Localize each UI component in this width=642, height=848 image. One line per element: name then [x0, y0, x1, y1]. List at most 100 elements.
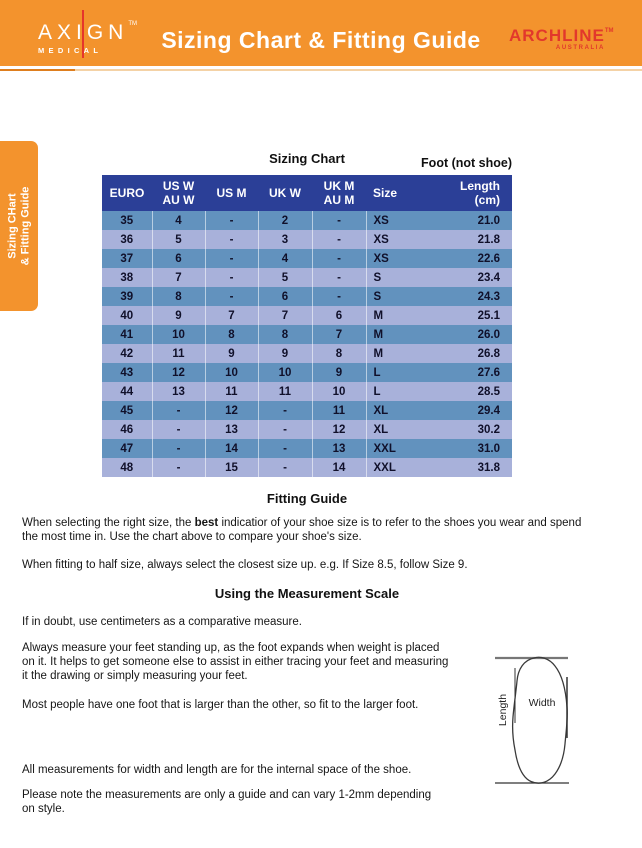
table-cell: - [152, 439, 206, 458]
table-cell: 38 [102, 268, 153, 287]
table-cell: 6 [152, 249, 206, 268]
sizing-chart-title: Sizing Chart [269, 151, 345, 166]
table-cell: 35 [102, 211, 153, 230]
table-cell: L [366, 382, 424, 401]
axign-logo-name: AXIGNTM [38, 13, 138, 44]
table-cell: 8 [152, 287, 206, 306]
table-cell: 30.2 [424, 420, 512, 439]
table-cell: XS [366, 230, 424, 249]
table-cell: 9 [205, 344, 259, 363]
table-cell: 36 [102, 230, 153, 249]
measurement-paragraph-2: Always measure your feet standing up, as… [22, 642, 449, 682]
table-cell: 10 [152, 325, 206, 344]
table-row: 45-12-11 XL 29.4 [102, 401, 512, 420]
table-cell: 13 [205, 420, 259, 439]
sizing-table-head: EURO US W AU W US M UK W UK M AU M Size Length (c… [102, 175, 512, 211]
sizing-table-body: 35 4-2- XS 21.0 36 5-3- XS 21.8 37 6-4- XS 22.6 38 7-… [102, 211, 512, 477]
table-cell: - [205, 249, 259, 268]
table-cell: - [205, 230, 259, 249]
table-cell: 8 [258, 325, 313, 344]
column-header: UK M AU M [312, 175, 366, 211]
axign-trademark: TM [128, 21, 138, 27]
table-row: 40 9 7 7 6 M 25.1 [102, 306, 512, 325]
table-cell: - [258, 401, 313, 420]
table-cell: - [152, 458, 206, 477]
axign-logo: AXIGNTM MEDICAL [38, 10, 138, 58]
table-cell: XS [366, 211, 424, 230]
width-label: Width [529, 697, 556, 709]
archline-logo-sub: AUSTRALIA [555, 45, 605, 51]
header-band: AXIGNTM MEDICAL Sizing Chart & Fitting G… [0, 0, 642, 66]
foot-measurement-diagram: Width Length [495, 656, 569, 784]
table-cell: 23.4 [424, 268, 512, 287]
table-row: 46-13-12 XL 30.2 [102, 420, 512, 439]
table-cell: 4 [258, 249, 313, 268]
fitting-guide-paragraph-2: When fitting to half size, always select… [22, 559, 468, 571]
table-cell: 10 [205, 363, 259, 382]
table-row: 43 12 10 10 9 L 27.6 [102, 363, 512, 382]
table-cell: XXL [366, 439, 424, 458]
table-cell: 47 [102, 439, 153, 458]
table-cell: 31.0 [424, 439, 512, 458]
table-cell: 11 [152, 344, 206, 363]
side-tab-line2: & Fitting Guide [19, 186, 32, 266]
table-cell: 42 [102, 344, 153, 363]
table-cell: 3 [258, 230, 313, 249]
table-header-row: EURO US W AU W US M UK W UK M AU M Size Length (c… [102, 175, 512, 211]
fitting-guide-title: Fitting Guide [266, 491, 348, 506]
sizing-table: EURO US W AU W US M UK W UK M AU M Size Length (c… [102, 175, 513, 477]
table-row: 44 13 11 11 10 L 28.5 [102, 382, 512, 401]
table-cell: 6 [258, 287, 313, 306]
table-cell: - [205, 268, 259, 287]
table-cell: 5 [152, 230, 206, 249]
table-cell: 26.8 [424, 344, 512, 363]
table-row: 38 7-5- S 23.4 [102, 268, 512, 287]
table-cell: 10 [312, 382, 367, 401]
length-label: Length [497, 694, 509, 726]
table-cell: 21.0 [424, 211, 512, 230]
table-cell: 31.8 [424, 458, 512, 477]
table-row: 48-15-14 XXL 31.8 [102, 458, 512, 477]
table-cell: S [366, 287, 424, 306]
table-cell: 25.1 [424, 306, 512, 325]
table-cell: - [152, 401, 206, 420]
measurement-paragraph-1: If in doubt, use centimeters as a compar… [22, 616, 302, 628]
column-header: Size [366, 175, 424, 211]
bold-word: best [194, 517, 219, 529]
table-cell: 24.3 [424, 287, 512, 306]
table-cell: M [366, 344, 424, 363]
table-cell: 27.6 [424, 363, 512, 382]
table-cell: 14 [205, 439, 259, 458]
table-cell: 12 [312, 420, 367, 439]
table-cell: S [366, 268, 424, 287]
table-cell: 21.8 [424, 230, 512, 249]
table-cell: - [205, 211, 259, 230]
archline-logo-name: ARCHLINETM [509, 26, 614, 45]
column-header: US M [205, 175, 258, 211]
table-cell: - [312, 230, 367, 249]
table-cell: - [258, 439, 313, 458]
page-title: Sizing Chart & Fitting Guide [161, 27, 481, 53]
table-row: 47-14-13 XXL 31.0 [102, 439, 512, 458]
measurement-paragraph-3: Most people have one foot that is larger… [22, 699, 419, 711]
table-cell: - [312, 211, 367, 230]
fitting-guide-paragraph-1: When selecting the right size, the best … [22, 517, 582, 543]
table-cell: 9 [258, 344, 313, 363]
table-cell: 22.6 [424, 249, 512, 268]
table-cell: 29.4 [424, 401, 512, 420]
table-cell: 7 [205, 306, 259, 325]
table-cell: 2 [258, 211, 313, 230]
table-cell: 41 [102, 325, 153, 344]
table-cell: XXL [366, 458, 424, 477]
side-tab: Sizing CHart & Fitting Guide [0, 141, 38, 311]
archline-logo: ARCHLINETM AUSTRALIA [509, 23, 619, 51]
table-cell: 11 [312, 401, 367, 420]
table-cell: - [205, 287, 259, 306]
table-cell: 13 [152, 382, 206, 401]
column-header: EURO [102, 175, 152, 211]
table-cell: 9 [312, 363, 367, 382]
table-row: 41 10 8 8 7 M 26.0 [102, 325, 512, 344]
table-cell: - [258, 458, 313, 477]
table-cell: 39 [102, 287, 153, 306]
